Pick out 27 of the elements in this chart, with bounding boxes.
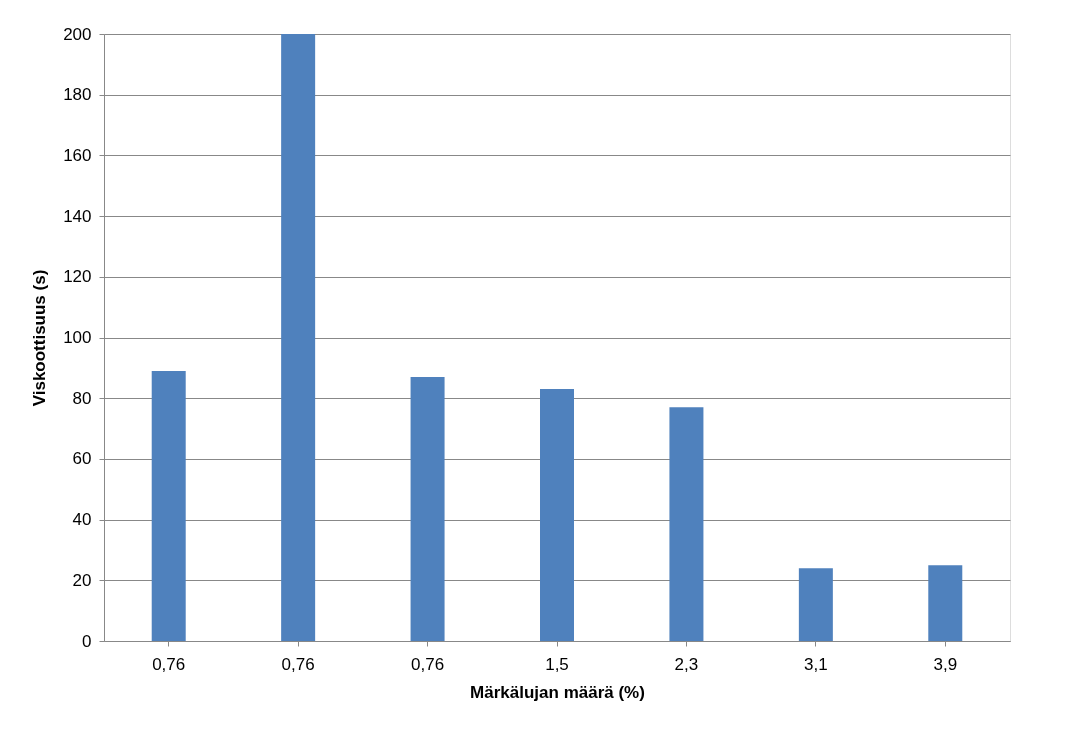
y-tick-label: 140 [63,206,92,226]
bar [540,389,574,641]
bar [798,568,833,641]
bar [669,407,704,641]
y-tick-label: 180 [63,85,92,105]
x-tick-label: 3,9 [933,654,958,674]
x-tick-label: 0,76 [152,654,186,674]
y-tick-label: 40 [72,510,92,530]
y-tick-label: 120 [63,267,92,287]
bar [410,376,445,641]
bar [281,34,316,641]
y-tick-label: 200 [63,24,92,44]
bar [151,370,186,641]
y-tick-label: 160 [63,145,92,165]
x-tick-label: 3,1 [804,654,828,674]
x-tick-label: 2,3 [674,654,699,674]
y-axis-title: Viskoottisuus (s) [30,269,50,407]
x-axis-title: Märkälujan määrä (%) [470,682,645,702]
y-tick-label: 20 [72,570,92,590]
y-tick-label: 80 [72,388,92,408]
x-tick-label: 1,5 [545,654,569,674]
y-tick-label: 100 [63,328,92,347]
bar [928,565,963,641]
y-tick-label: 0 [82,631,92,651]
x-tick-label: 0,76 [411,654,445,674]
y-tick-label: 60 [72,449,92,469]
x-tick-label: 0,76 [281,654,315,674]
